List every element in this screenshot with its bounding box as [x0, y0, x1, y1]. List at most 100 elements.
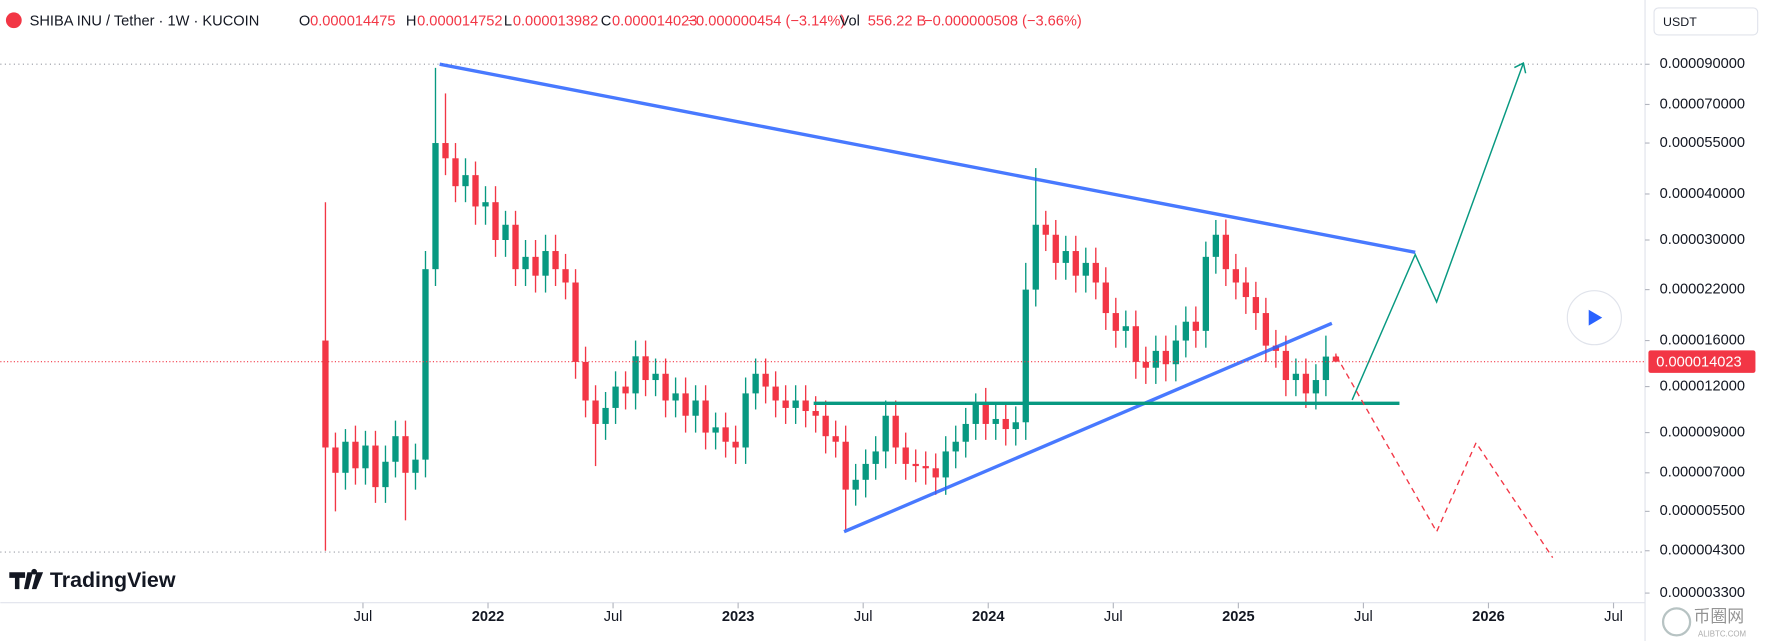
ohlc-label: L — [504, 13, 512, 29]
candle-body — [1302, 373, 1310, 394]
x-tick-label: Jul — [354, 609, 373, 625]
x-tick-label: 2024 — [972, 609, 1005, 625]
candle-body — [322, 340, 329, 448]
candle-body — [522, 256, 529, 270]
candle-body — [502, 224, 509, 241]
candle-body — [902, 447, 909, 464]
candle-body — [472, 175, 479, 207]
candle-body — [492, 202, 499, 241]
candle-body — [352, 441, 359, 469]
candle-body — [832, 436, 839, 442]
candle-body — [1092, 262, 1099, 283]
candle-body — [462, 175, 469, 187]
candle-body — [532, 256, 539, 276]
y-tick-label: 0.000040000 — [1660, 186, 1745, 202]
vol-change: −0.000000508 (−3.66%) — [924, 13, 1082, 29]
ohlc-label: C — [601, 13, 612, 29]
candle-body — [932, 468, 939, 478]
candle-body — [572, 282, 579, 362]
candle-body — [342, 441, 349, 473]
candle-body — [912, 463, 919, 467]
y-tick-label: 0.000016000 — [1660, 332, 1745, 348]
candle-body — [552, 251, 559, 270]
y-tick-label: 0.000022000 — [1660, 281, 1745, 297]
candle-body — [1022, 289, 1029, 423]
candle-body — [1242, 282, 1250, 298]
candle-body — [1062, 251, 1069, 263]
candle-body — [412, 459, 419, 473]
ohlc-label: O — [299, 13, 310, 29]
candle-body — [1232, 269, 1240, 283]
candle-body — [1122, 326, 1129, 331]
y-tick-label: 0.000090000 — [1660, 56, 1745, 72]
candle-body — [592, 400, 599, 424]
currency-button[interactable] — [1653, 7, 1759, 36]
candle-body — [1002, 418, 1009, 430]
candle-body — [922, 466, 929, 469]
candle-body — [712, 427, 719, 433]
candle-body — [602, 407, 609, 424]
drawings — [439, 62, 1554, 559]
candle-body — [582, 361, 589, 401]
y-tick-label: 0.000009000 — [1660, 424, 1745, 440]
candle-body — [482, 202, 489, 207]
candle-body — [1012, 422, 1019, 430]
candle-body — [962, 423, 969, 442]
x-tick-label: Jul — [1104, 609, 1123, 625]
y-tick-label: 0.000003300 — [1660, 585, 1745, 601]
candle-body — [1322, 356, 1330, 381]
candle-body — [882, 415, 889, 452]
candle-body — [1052, 234, 1059, 263]
candle-body — [1032, 224, 1039, 290]
candle-body — [662, 373, 669, 401]
candle-body — [952, 441, 959, 452]
candle-body — [1102, 282, 1109, 314]
candle-body — [682, 393, 689, 416]
candle-body — [1192, 321, 1199, 331]
candle-body — [1292, 373, 1300, 381]
candle-body — [942, 451, 949, 478]
candle-body — [1282, 350, 1290, 381]
candle-body — [1332, 356, 1340, 362]
candle-body — [442, 143, 449, 159]
candle-body — [772, 386, 779, 401]
candle-body — [1182, 321, 1189, 341]
candle-body — [722, 427, 729, 442]
candle-body — [542, 251, 549, 276]
candle-body — [852, 479, 859, 490]
x-tick-label: 2022 — [472, 609, 505, 625]
candle-body — [992, 418, 999, 424]
candle-body — [372, 445, 379, 488]
arrow-head — [1514, 62, 1527, 74]
x-tick-label: 2023 — [722, 609, 755, 625]
candle-body — [1162, 350, 1169, 365]
symbol-icon — [5, 12, 22, 29]
logo-mark — [9, 568, 44, 590]
resistance-trendline — [439, 62, 1416, 255]
candle-body — [622, 386, 629, 394]
candle-body — [1112, 313, 1119, 331]
symbol[interactable]: SHIBA INU / Tether · 1W · KUCOIN — [30, 13, 260, 29]
candle-body — [392, 436, 399, 462]
y-tick-label: 0.000005500 — [1660, 503, 1745, 519]
last-price-box — [1648, 350, 1756, 373]
currency-label[interactable]: USDT — [1663, 15, 1697, 29]
candle-body — [362, 445, 369, 469]
ohlc-label: H — [406, 13, 417, 29]
candle-body — [452, 158, 459, 187]
candle-body — [862, 463, 869, 480]
last-price-label: 0.000014023 — [1656, 355, 1741, 371]
candle-body — [382, 461, 389, 488]
logo-text: TradingView — [50, 568, 176, 592]
x-tick-label: Jul — [1604, 609, 1623, 625]
candle-body — [1072, 251, 1079, 276]
x-tick-label: Jul — [604, 609, 623, 625]
candle-body — [742, 393, 749, 448]
x-tick-label: Jul — [854, 609, 873, 625]
candle-body — [872, 451, 879, 464]
candle-body — [562, 269, 569, 283]
candle-body — [1142, 361, 1149, 368]
candle-body — [422, 269, 429, 460]
vol-value: 556.22 B — [868, 13, 927, 29]
